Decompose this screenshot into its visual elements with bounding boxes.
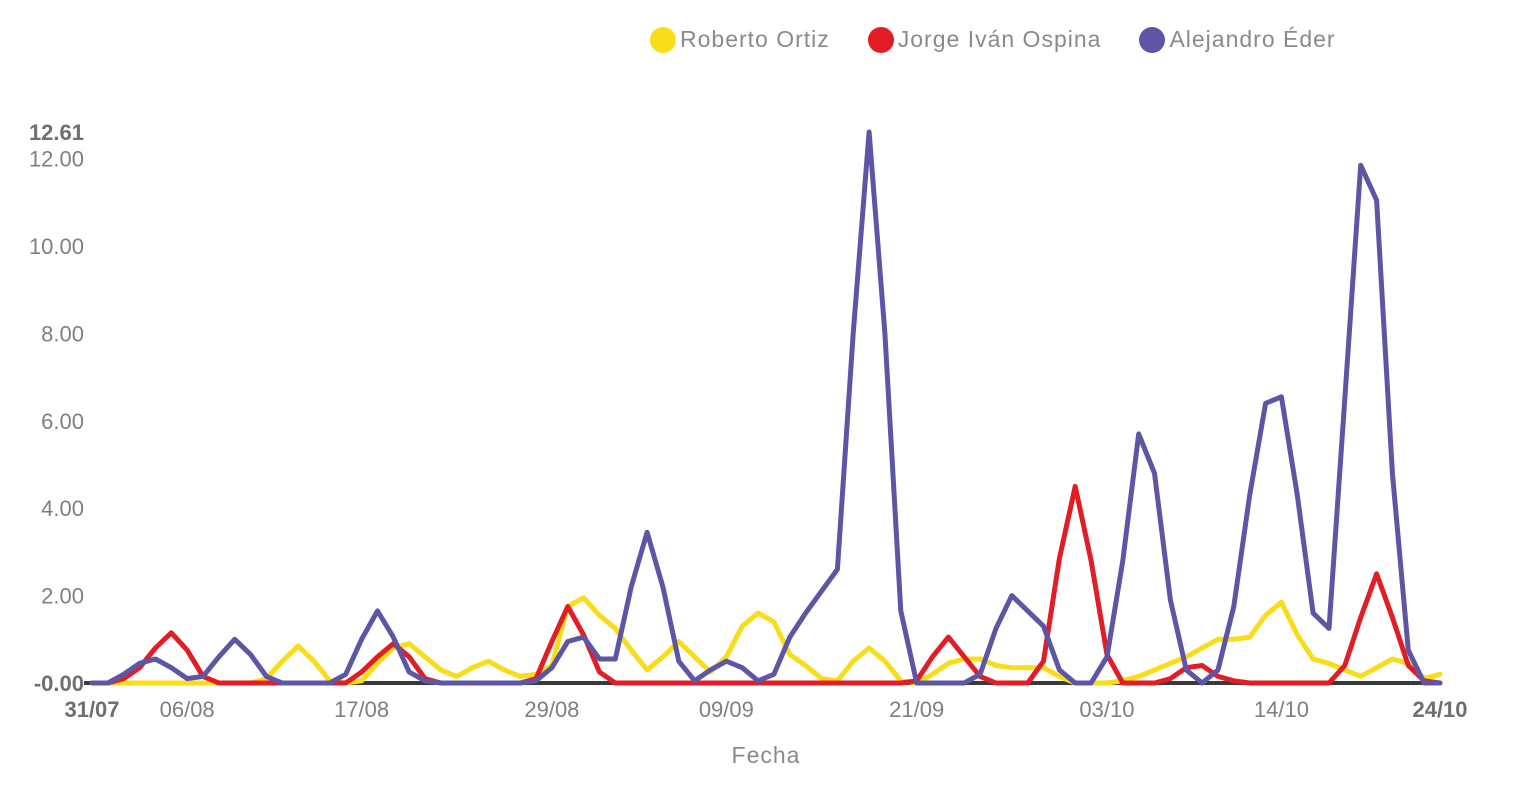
y-tick-label: 8.00 bbox=[41, 321, 84, 346]
x-tick-label: 14/10 bbox=[1254, 697, 1309, 722]
y-tick-label: 12.00 bbox=[29, 147, 84, 172]
x-axis-title: Fecha bbox=[732, 742, 801, 768]
legend-label-jorge-ivan-ospina: Jorge Iván Ospina bbox=[897, 26, 1102, 52]
y-tick-label: 2.00 bbox=[41, 584, 84, 609]
x-tick-label: 03/10 bbox=[1079, 697, 1134, 722]
x-tick-label: 31/07 bbox=[64, 697, 119, 722]
chart-legend: Roberto Ortiz Jorge Iván Ospina Alejandr… bbox=[650, 26, 1336, 53]
x-tick-label: 24/10 bbox=[1412, 697, 1467, 722]
legend-label-alejandro-eder: Alejandro Éder bbox=[1169, 26, 1336, 52]
legend-item-roberto-ortiz: Roberto Ortiz bbox=[650, 26, 830, 53]
y-tick-label: 4.00 bbox=[41, 496, 84, 521]
x-tick-label: 17/08 bbox=[334, 697, 389, 722]
x-axis-ticks: 31/07 06/08 17/08 29/08 09/09 21/09 03/10 14/10… bbox=[64, 697, 1467, 722]
y-tick-label: 10.00 bbox=[29, 234, 84, 259]
x-tick-label: 09/09 bbox=[699, 697, 754, 722]
series-line-roberto-ortiz bbox=[89, 595, 1443, 686]
x-tick-label: 21/09 bbox=[889, 697, 944, 722]
series-lines bbox=[89, 129, 1443, 686]
y-tick-label: 6.00 bbox=[41, 409, 84, 434]
x-tick-label: 06/08 bbox=[160, 697, 215, 722]
x-tick-label: 29/08 bbox=[524, 697, 579, 722]
series-line-alejandro-eder bbox=[89, 129, 1443, 686]
legend-label-roberto-ortiz: Roberto Ortiz bbox=[680, 26, 830, 52]
y-tick-label: 12.61 bbox=[29, 120, 84, 145]
legend-swatch-jorge-ivan-ospina bbox=[867, 26, 894, 53]
legend-swatch-alejandro-eder bbox=[1139, 26, 1166, 53]
legend-item-jorge-ivan-ospina: Jorge Iván Ospina bbox=[867, 26, 1102, 53]
legend-swatch-roberto-ortiz bbox=[650, 26, 676, 53]
legend-item-alejandro-eder: Alejandro Éder bbox=[1139, 26, 1335, 53]
y-tick-label: -0.00 bbox=[34, 671, 84, 696]
